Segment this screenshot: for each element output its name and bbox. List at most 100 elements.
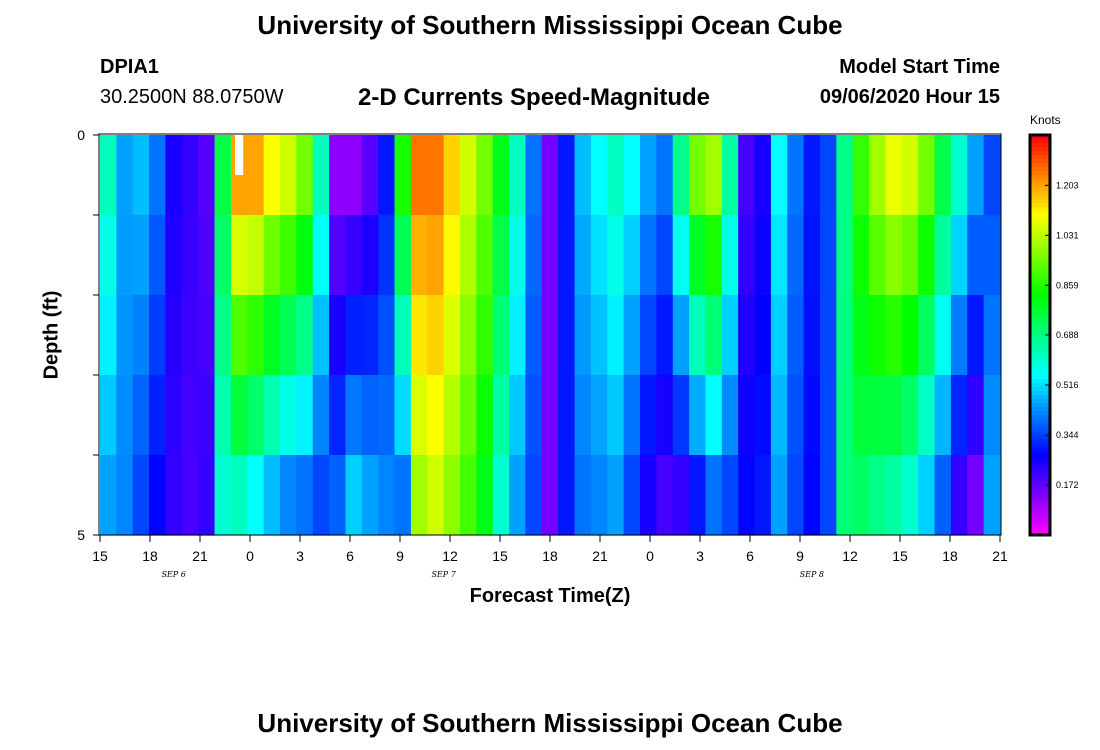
heatmap-cell	[885, 135, 903, 216]
colorbar-segment	[1030, 195, 1050, 200]
colorbar-segment	[1030, 235, 1050, 240]
heatmap-cell	[329, 375, 347, 456]
heatmap-cell	[509, 215, 527, 296]
heatmap-cell	[558, 295, 576, 376]
heatmap-cell	[689, 135, 707, 216]
colorbar-tick-label: 0.859	[1056, 280, 1079, 290]
x-axis-label: Forecast Time(Z)	[469, 585, 631, 607]
colorbar-segment	[1030, 135, 1050, 140]
heatmap-cell	[230, 375, 248, 456]
colorbar-segment	[1030, 139, 1050, 144]
heatmap-cell	[885, 215, 903, 296]
heatmap-cell	[574, 455, 592, 536]
heatmap-cell	[345, 455, 363, 536]
heatmap-cell	[280, 135, 297, 216]
heatmap-cell	[394, 455, 412, 536]
heatmap-cell	[820, 295, 837, 376]
heatmap-cell	[983, 295, 1001, 376]
colorbar-segment	[1030, 379, 1050, 384]
heatmap-cell	[476, 215, 494, 296]
heatmap-cell	[410, 455, 428, 536]
heatmap-cell	[394, 375, 412, 456]
colorbar-segment	[1030, 175, 1050, 180]
heatmap-cell	[460, 215, 477, 296]
x-tick-label: 6	[346, 548, 354, 564]
heatmap-cell	[836, 135, 854, 216]
heatmap-cell	[836, 215, 854, 296]
heatmap-cell	[443, 375, 461, 456]
heatmap-cell	[230, 295, 248, 376]
heatmap-cell	[492, 455, 510, 536]
x-tick-label: 9	[396, 548, 404, 564]
heatmap-cell	[410, 215, 428, 296]
heatmap-cell	[770, 455, 788, 536]
heatmap-cell	[492, 215, 510, 296]
colorbar-segment	[1030, 443, 1050, 448]
heatmap-cell	[967, 375, 985, 456]
heatmap-cell	[918, 135, 936, 216]
heatmap-cell	[214, 215, 232, 296]
x-tick-label: 18	[542, 548, 558, 564]
heatmap-cell	[247, 375, 265, 456]
heatmap-cell	[149, 215, 167, 296]
colorbar-segment	[1030, 423, 1050, 428]
heatmap-cell	[181, 295, 199, 376]
heatmap-cell	[787, 375, 805, 456]
colorbar-segment	[1030, 239, 1050, 244]
heatmap-cell	[852, 215, 870, 296]
heatmap-cell	[132, 295, 150, 376]
x-tick-label: 0	[246, 548, 254, 564]
heatmap-cell	[836, 375, 854, 456]
heatmap-cell	[656, 455, 674, 536]
heatmap-cell	[247, 135, 265, 216]
heatmap-cell	[901, 455, 919, 536]
heatmap-cell	[525, 135, 543, 216]
colorbar-segment	[1030, 215, 1050, 220]
heatmap-cell	[721, 375, 739, 456]
heatmap-cell	[836, 295, 854, 376]
heatmap-cell	[296, 455, 314, 536]
heatmap-cell	[345, 215, 363, 296]
colorbar-segment	[1030, 299, 1050, 304]
heatmap-cell	[803, 215, 821, 296]
colorbar-segment	[1030, 431, 1050, 436]
colorbar-segment	[1030, 151, 1050, 156]
heatmap-cell	[869, 135, 887, 216]
heatmap-cell	[640, 375, 657, 456]
heatmap-cell	[247, 295, 265, 376]
heatmap-cell	[574, 135, 592, 216]
heatmap-cell	[558, 455, 576, 536]
colorbar-tick-label: 1.203	[1056, 180, 1079, 190]
colorbar-segment	[1030, 475, 1050, 480]
heatmap-cell	[640, 455, 657, 536]
colorbar-segment	[1030, 387, 1050, 392]
colorbar-segment	[1030, 351, 1050, 356]
colorbar-segment	[1030, 451, 1050, 456]
colorbar-segment	[1030, 163, 1050, 168]
heatmap-cell	[460, 295, 477, 376]
colorbar-segment	[1030, 523, 1050, 528]
heatmap-cell	[541, 295, 559, 376]
x-tick-label: 18	[142, 548, 158, 564]
station-coordinates: 30.2500N 88.0750W	[100, 86, 284, 108]
heatmap-cell	[738, 215, 756, 296]
heatmap-cell	[263, 375, 281, 456]
heatmap-cell	[329, 455, 347, 536]
heatmap-cell	[983, 215, 1001, 296]
colorbar-segment	[1030, 255, 1050, 260]
heatmap-cell	[165, 135, 183, 216]
colorbar: 0.172 0.344 0.516 0.688 0.859 1.031 1.203	[1028, 133, 1079, 537]
colorbar-segment	[1030, 167, 1050, 172]
heatmap-cell	[296, 135, 314, 216]
heatmap-cell	[165, 295, 183, 376]
heatmap-cell	[672, 215, 690, 296]
heatmap-cell	[967, 215, 985, 296]
colorbar-segment	[1030, 491, 1050, 496]
colorbar-segment	[1030, 315, 1050, 320]
heatmap-cell	[934, 375, 952, 456]
heatmap-cell	[901, 215, 919, 296]
heatmap-cell	[934, 295, 952, 376]
heatmap-cell	[443, 135, 461, 216]
y-axis-ticks: 05	[77, 127, 99, 543]
heatmap-cell	[836, 455, 854, 536]
